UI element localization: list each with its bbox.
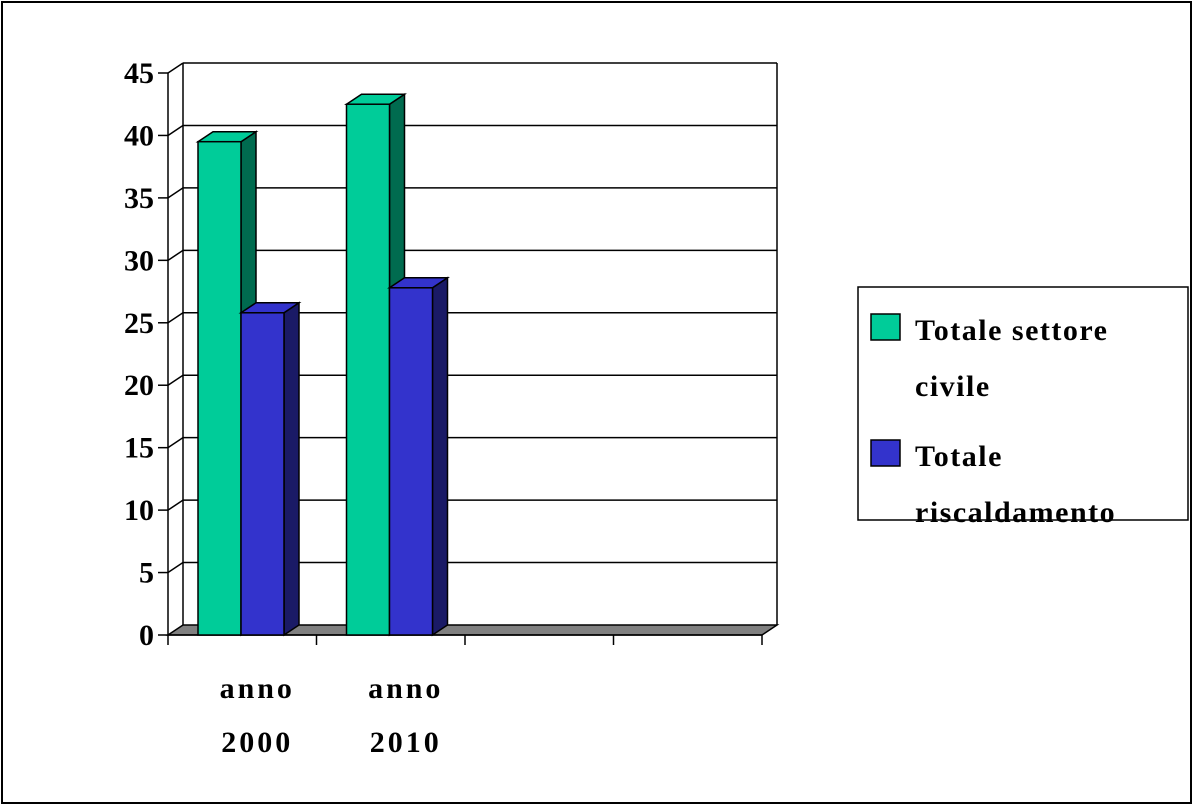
bar bbox=[238, 301, 302, 637]
legend-label: civile bbox=[915, 370, 991, 403]
legend: Totale settore civile Totale riscaldamento bbox=[857, 286, 1189, 529]
y-tick-label: 45 bbox=[124, 57, 154, 90]
bar-front bbox=[240, 312, 285, 636]
bar-side bbox=[431, 276, 449, 637]
bar-front bbox=[388, 287, 434, 636]
y-tick-label: 30 bbox=[124, 244, 154, 277]
y-tick-label: 20 bbox=[124, 369, 154, 402]
x-tick-label: 2010 bbox=[370, 726, 442, 759]
legend-label: Totale settore bbox=[915, 314, 1108, 347]
bar-front bbox=[345, 103, 391, 636]
legend-swatch bbox=[870, 313, 901, 341]
legend-box bbox=[857, 286, 1189, 521]
gridline-depth bbox=[167, 499, 184, 511]
x-tick-label: anno bbox=[368, 672, 443, 705]
gridline-depth bbox=[167, 374, 184, 386]
gridline-depth bbox=[167, 249, 184, 261]
gridline-depth bbox=[167, 312, 184, 324]
y-tick-label: 5 bbox=[139, 557, 154, 590]
gridline-depth bbox=[167, 561, 184, 574]
y-tick-label: 25 bbox=[124, 307, 154, 340]
x-tick-label: 2000 bbox=[221, 726, 293, 759]
legend-label: riscaldamento bbox=[915, 496, 1116, 529]
bar-front bbox=[197, 140, 242, 636]
legend-swatch bbox=[870, 439, 901, 467]
plot-area: 0 5 10 15 20 25 30 35 40 45 anno 2000 anno 2010 bbox=[124, 57, 780, 759]
gridline-depth bbox=[167, 62, 184, 74]
bar bbox=[387, 276, 450, 637]
y-tick-label: 10 bbox=[124, 494, 154, 527]
y-tick-label: 35 bbox=[124, 182, 154, 215]
y-tick-label: 0 bbox=[139, 619, 154, 652]
bar-side bbox=[283, 301, 300, 637]
y-tick-label: 40 bbox=[124, 119, 154, 152]
x-tick-label: anno bbox=[220, 672, 295, 705]
gridline-depth bbox=[167, 187, 184, 199]
legend-label: Totale bbox=[915, 440, 1003, 473]
gridline-depth bbox=[167, 124, 184, 137]
gridline-depth bbox=[167, 437, 184, 449]
y-tick-label: 15 bbox=[124, 432, 154, 465]
